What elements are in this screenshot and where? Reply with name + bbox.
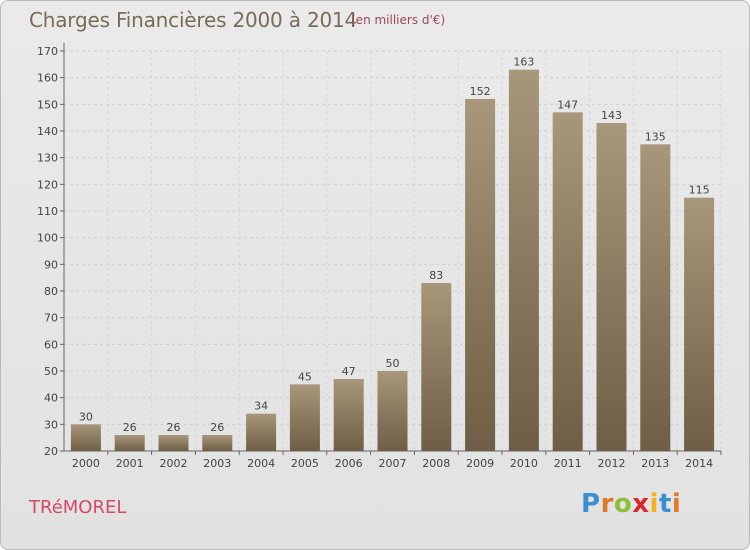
bar-2001 — [114, 435, 145, 451]
value-label-2014: 115 — [689, 184, 710, 197]
bar-2014 — [684, 197, 715, 451]
value-label-2005: 45 — [298, 370, 312, 383]
value-label-2011: 147 — [557, 98, 578, 111]
value-labels: 30 26 26 26 34 45 47 50 83 152 163 147 143 135 115 — [79, 56, 710, 434]
x-tick-label-2001: 2001 — [116, 457, 144, 470]
logo-letter: x — [632, 489, 650, 519]
logo-letter: i — [671, 489, 682, 519]
y-tick-labels: 20 30 40 50 60 70 80 90 100 110 120 130 140 150 160 170 — [37, 45, 58, 458]
logo-letter: o — [613, 489, 633, 519]
y-tick-label: 130 — [37, 152, 58, 165]
bar-2002 — [158, 435, 189, 451]
x-tick-label-2007: 2007 — [379, 457, 407, 470]
x-tick-label-2011: 2011 — [554, 457, 582, 470]
value-label-2010: 163 — [513, 56, 534, 69]
logo-letter: t — [658, 489, 672, 519]
value-label-2000: 30 — [79, 410, 93, 423]
bar-2004 — [246, 413, 277, 451]
commune-name: TRéMOREL — [29, 497, 127, 518]
x-tick-label-2003: 2003 — [203, 457, 231, 470]
bar-2000 — [70, 424, 101, 451]
y-tick-label: 50 — [44, 365, 58, 378]
y-tick-label: 90 — [44, 258, 58, 271]
bar-2005 — [289, 384, 320, 451]
value-label-2007: 50 — [386, 357, 400, 370]
y-tick-label: 110 — [37, 205, 58, 218]
value-label-2001: 26 — [123, 421, 137, 434]
value-label-2009: 152 — [470, 85, 491, 98]
x-tick-label-2006: 2006 — [335, 457, 363, 470]
logo-letter: i — [649, 489, 659, 519]
y-tick-label: 120 — [37, 178, 58, 191]
y-tick-label: 100 — [37, 232, 58, 245]
logo-letter: r — [600, 489, 614, 519]
y-tick-label: 20 — [44, 445, 58, 458]
bar-2008 — [421, 283, 452, 451]
bars — [70, 69, 715, 452]
y-tick-label: 160 — [37, 72, 58, 85]
y-tick-label: 40 — [44, 392, 58, 405]
y-tick-label: 170 — [37, 45, 58, 58]
x-tick-label-2008: 2008 — [422, 457, 450, 470]
y-tick-label: 60 — [44, 338, 58, 351]
value-label-2002: 26 — [167, 421, 181, 434]
chart-title: Charges Financières 2000 à 2014 — [29, 8, 358, 32]
x-tick-label-2002: 2002 — [160, 457, 188, 470]
logo-letter: P — [581, 489, 601, 519]
y-tick-label: 80 — [44, 285, 58, 298]
x-tick-label-2000: 2000 — [72, 457, 100, 470]
y-tick-label: 30 — [44, 418, 58, 431]
x-tick-label-2010: 2010 — [510, 457, 538, 470]
value-label-2013: 135 — [645, 130, 666, 143]
bar-2003 — [202, 435, 233, 451]
x-tick-label-2005: 2005 — [291, 457, 319, 470]
x-tick-label-2013: 2013 — [641, 457, 669, 470]
x-tick-labels: 2000 2001 2002 2003 2004 2005 2006 2007 2008 2009… — [72, 457, 713, 470]
x-tick-label-2004: 2004 — [247, 457, 275, 470]
chart-subtitle: (en milliers d'€) — [351, 13, 446, 27]
bar-2006 — [333, 379, 364, 451]
bar-2009 — [465, 99, 496, 451]
x-tick-label-2012: 2012 — [598, 457, 626, 470]
y-tick-label: 70 — [44, 312, 58, 325]
bar-2012 — [596, 123, 627, 451]
value-label-2006: 47 — [342, 365, 356, 378]
value-label-2012: 143 — [601, 109, 622, 122]
proxiti-logo[interactable]: Proxiti — [581, 489, 681, 519]
value-label-2003: 26 — [210, 421, 224, 434]
bar-2007 — [377, 371, 408, 451]
y-tick-label: 150 — [37, 98, 58, 111]
value-label-2004: 34 — [254, 400, 268, 413]
bar-2013 — [640, 144, 671, 452]
value-label-2008: 83 — [429, 269, 443, 282]
x-tick-label-2009: 2009 — [466, 457, 494, 470]
y-tick-label: 140 — [37, 125, 58, 138]
bar-2010 — [508, 69, 539, 452]
bar-2011 — [552, 112, 583, 451]
x-tick-label-2014: 2014 — [685, 457, 713, 470]
